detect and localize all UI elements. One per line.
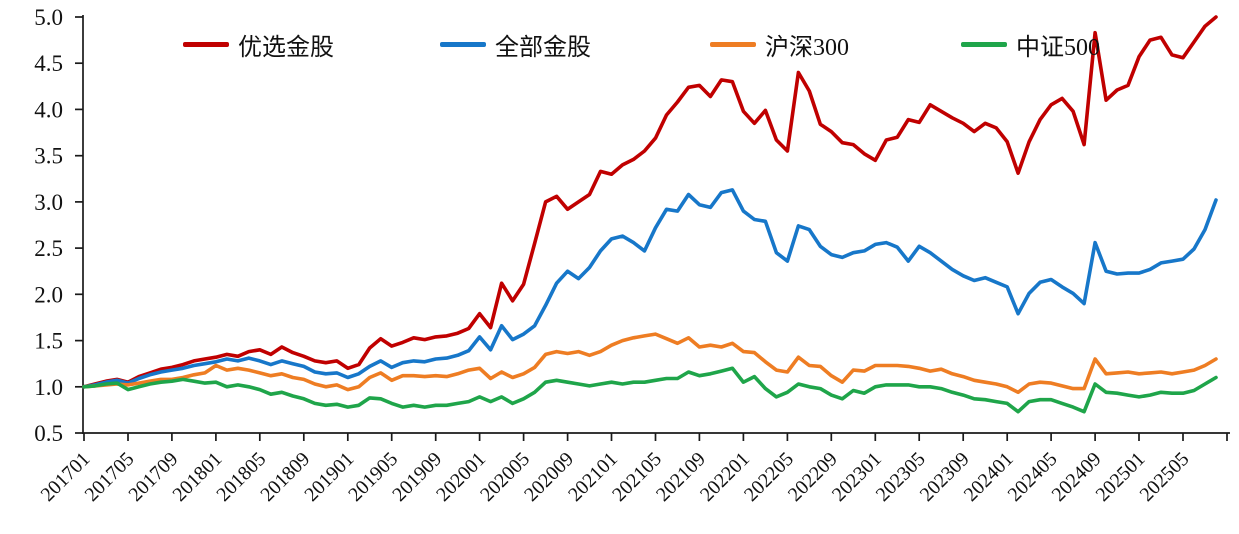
x-tick-label: 201801	[168, 448, 226, 506]
x-tick-label: 202301	[828, 448, 886, 506]
x-tick-label: 201901	[300, 448, 358, 506]
x-axis-ticks-and-labels: 2017012017052017092018012018052018092019…	[37, 433, 1228, 506]
y-tick-label: 0.5	[34, 421, 63, 446]
x-tick-label: 202409	[1048, 448, 1106, 506]
y-tick-label: 4.0	[34, 97, 63, 122]
y-tick-label: 4.5	[34, 51, 63, 76]
y-tick-label: 2.5	[34, 236, 63, 261]
x-tick-label: 201709	[124, 448, 182, 506]
y-tick-label: 2.0	[34, 282, 63, 307]
x-tick-label: 202009	[520, 448, 578, 506]
series-line-3	[82, 366, 1218, 414]
x-tick-label: 202401	[960, 448, 1018, 506]
series-line-2	[82, 332, 1218, 395]
x-tick-label: 201809	[256, 448, 314, 506]
x-tick-label: 202405	[1004, 448, 1062, 506]
y-tick-label: 1.0	[34, 375, 63, 400]
x-tick-label: 202209	[784, 448, 842, 506]
x-tick-label: 201905	[344, 448, 402, 506]
x-tick-label: 201805	[212, 448, 270, 506]
y-tick-label: 3.5	[34, 144, 63, 169]
y-tick-label: 5.0	[34, 5, 63, 30]
x-tick-label: 202205	[740, 448, 798, 506]
x-tick-label: 202005	[476, 448, 534, 506]
x-tick-label: 201909	[388, 448, 446, 506]
x-tick-label: 202201	[696, 448, 754, 506]
series-line-0	[82, 15, 1218, 389]
x-tick-label: 202109	[652, 448, 710, 506]
x-tick-label: 202101	[564, 448, 622, 506]
x-tick-label: 202309	[916, 448, 974, 506]
x-tick-label: 202105	[608, 448, 666, 506]
y-tick-label: 3.0	[34, 190, 63, 215]
x-tick-label: 201701	[37, 448, 95, 506]
x-tick-label: 202501	[1092, 448, 1150, 506]
x-tick-label: 202505	[1136, 448, 1194, 506]
y-axis-ticks-and-labels: 0.5 1.0 1.5 2.0 2.5 3.0 3.5 4.0 4.5 5.0	[34, 5, 83, 446]
y-tick-label: 1.5	[34, 329, 63, 354]
x-tick-label: 201705	[81, 448, 139, 506]
x-tick-label: 202305	[872, 448, 930, 506]
series-line-1	[82, 188, 1218, 389]
x-tick-label: 202001	[432, 448, 490, 506]
